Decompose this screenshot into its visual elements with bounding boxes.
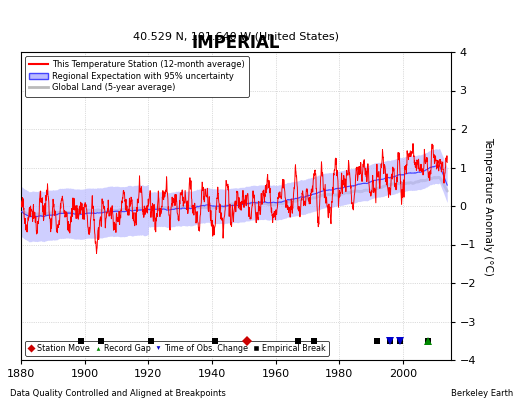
Title: IMPERIAL: IMPERIAL xyxy=(192,34,280,52)
Text: Berkeley Earth: Berkeley Earth xyxy=(451,389,514,398)
Legend: Station Move, Record Gap, Time of Obs. Change, Empirical Break: Station Move, Record Gap, Time of Obs. C… xyxy=(25,340,329,356)
Y-axis label: Temperature Anomaly (°C): Temperature Anomaly (°C) xyxy=(483,136,493,276)
Text: 40.529 N, 101.640 W (United States): 40.529 N, 101.640 W (United States) xyxy=(133,31,339,41)
Text: Data Quality Controlled and Aligned at Breakpoints: Data Quality Controlled and Aligned at B… xyxy=(10,389,226,398)
